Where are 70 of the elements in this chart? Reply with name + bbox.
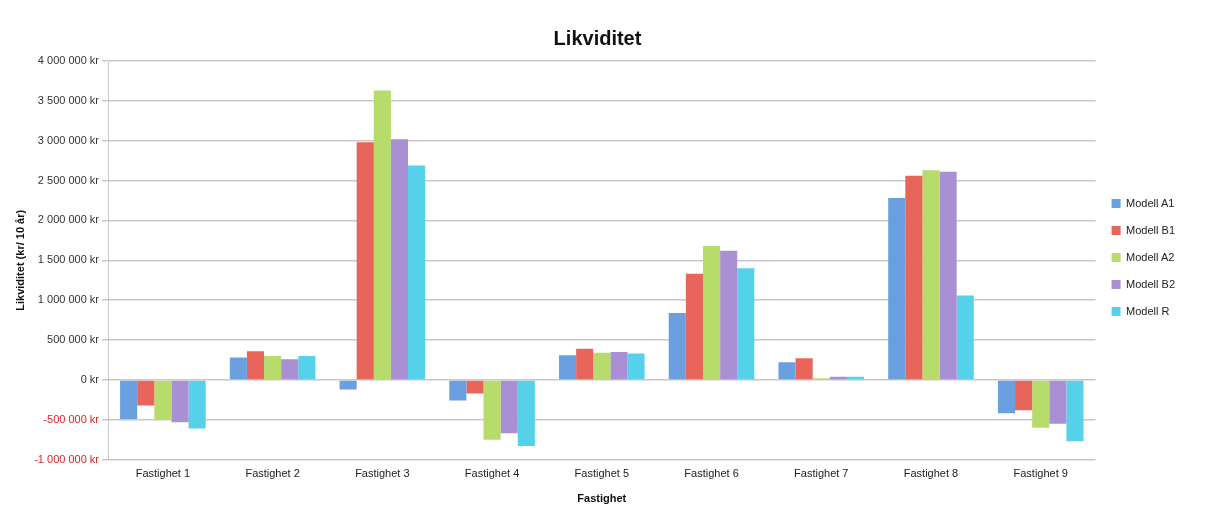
bar: [939, 171, 957, 380]
bar: [171, 380, 189, 423]
legend-label: Modell R: [1126, 304, 1170, 317]
bar: [888, 198, 906, 380]
y-tick-label: -1 000 000 kr: [34, 452, 100, 465]
bar: [1049, 380, 1067, 424]
bar: [298, 355, 316, 380]
bar: [685, 273, 703, 380]
legend-label: Modell B1: [1126, 223, 1176, 236]
bar: [373, 90, 391, 380]
bar: [905, 175, 923, 380]
bar: [120, 380, 138, 419]
legend-label: Modell A2: [1126, 250, 1175, 263]
x-tick-label: Fastighet 2: [245, 467, 300, 480]
x-tick-label: Fastighet 7: [794, 467, 849, 480]
x-tick-label: Fastighet 3: [355, 467, 410, 480]
bar: [449, 380, 467, 401]
bar: [466, 380, 484, 394]
bar: [264, 355, 282, 380]
x-tick-label: Fastighet 9: [1013, 467, 1068, 480]
y-tick-label: 1 500 000 kr: [37, 253, 100, 266]
bar: [956, 295, 974, 380]
bar: [281, 359, 299, 380]
y-tick-label: 4 000 000 kr: [37, 54, 100, 67]
bar: [997, 380, 1016, 414]
bar: [229, 357, 247, 380]
chart-title: Likviditet: [553, 26, 642, 49]
y-tick-label: 0 kr: [80, 372, 100, 385]
x-tick-label: Fastighet 8: [903, 467, 959, 480]
bar: [795, 358, 813, 380]
x-tick-label: Fastighet 1: [135, 467, 191, 480]
y-tick-label: 3 500 000 kr: [37, 93, 100, 106]
bar: [246, 351, 265, 380]
bar: [922, 170, 940, 380]
legend-label: Modell B2: [1126, 277, 1176, 290]
x-axis-title: Fastighet: [577, 492, 627, 505]
x-tick-label: Fastighet 4: [464, 467, 520, 480]
bar: [517, 380, 535, 447]
bar: [559, 355, 577, 380]
bar: [668, 312, 686, 380]
bar: [593, 352, 611, 380]
legend-label: Modell A1: [1126, 196, 1175, 209]
y-axis-title: Likviditet (kr/ 10 år): [13, 209, 26, 311]
bar: [408, 165, 426, 380]
bar: [356, 142, 374, 380]
y-tick-label: 1 000 000 kr: [37, 293, 100, 306]
bar: [576, 348, 594, 380]
y-tick-label: 500 000 kr: [47, 333, 100, 346]
y-tick-label: 3 000 000 kr: [37, 133, 100, 146]
bar: [483, 380, 501, 440]
bar: [1066, 380, 1084, 442]
bar: [737, 268, 755, 380]
bar: [188, 380, 206, 429]
bar: [720, 250, 738, 380]
bar: [500, 380, 518, 434]
bar: [627, 353, 645, 380]
x-tick-label: Fastighet 6: [684, 467, 739, 480]
bar: [1032, 380, 1050, 428]
y-tick-label: 2 000 000 kr: [37, 213, 100, 226]
bar: [339, 380, 357, 390]
bar: [137, 380, 155, 406]
y-tick-label: -500 000 kr: [43, 412, 100, 425]
y-tick-label: 2 500 000 kr: [37, 173, 100, 186]
bar: [610, 351, 628, 380]
x-tick-label: Fastighet 5: [574, 467, 630, 480]
bar: [1015, 380, 1033, 411]
bar: [778, 362, 796, 380]
bar: [154, 380, 172, 420]
bar: [702, 245, 721, 380]
bar: [390, 139, 409, 380]
